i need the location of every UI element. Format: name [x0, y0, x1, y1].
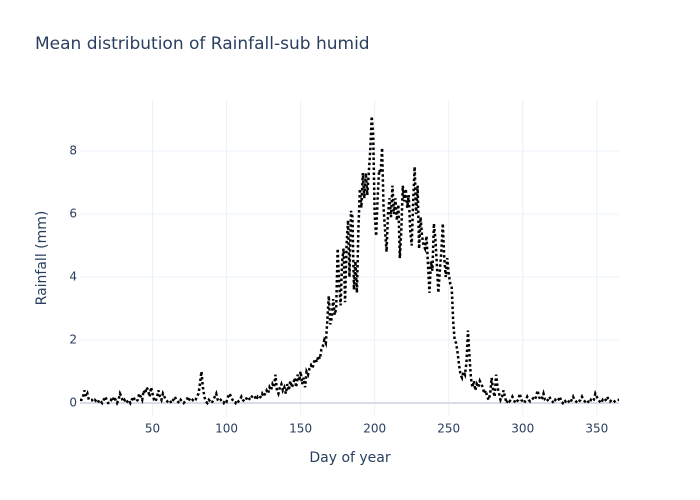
data-line [80, 116, 619, 407]
chart-title: Mean distribution of Rainfall-sub humid [35, 34, 370, 54]
y-axis-title: Rainfall (mm) [34, 211, 50, 306]
x-tick-label: 150 [289, 422, 312, 436]
x-tick-label: 350 [585, 422, 608, 436]
x-tick-label: 50 [145, 422, 160, 436]
x-tick-label: 200 [363, 422, 386, 436]
y-tick-label: 8 [69, 144, 77, 158]
y-tick-label: 6 [69, 207, 77, 221]
x-tick-label: 250 [437, 422, 460, 436]
x-tick-label: 300 [511, 422, 534, 436]
y-tick-label: 2 [69, 333, 77, 347]
y-tick-label: 0 [69, 396, 77, 410]
x-tick-label: 100 [215, 422, 238, 436]
x-axis-title: Day of year [309, 450, 391, 466]
y-tick-label: 4 [69, 270, 77, 284]
